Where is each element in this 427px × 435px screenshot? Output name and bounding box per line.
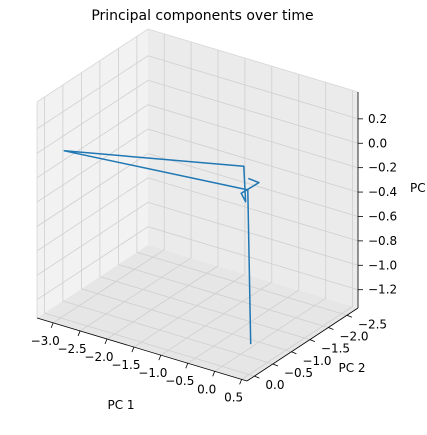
axes-panes: [37, 29, 358, 381]
left-pane: [37, 29, 148, 318]
z-tick-label: −0.4: [368, 185, 397, 199]
y-axis-line: [246, 307, 359, 382]
x-tick-label: 0.5: [224, 390, 243, 404]
y-tick: [328, 327, 334, 330]
y-tick-label: −2.0: [339, 329, 368, 343]
z-tick-label: 0.2: [368, 112, 387, 126]
x-tick: [131, 346, 135, 353]
x-grid-line: [187, 74, 300, 364]
x-tick-label: −2.0: [84, 350, 113, 364]
x-tick-label: −3.0: [31, 334, 60, 348]
y-tick: [291, 351, 297, 355]
z-grid-line: [36, 79, 359, 154]
x-tick-label: −1.5: [111, 358, 140, 372]
z-tick-label: −0.6: [368, 209, 397, 223]
grid-lines: [36, 33, 359, 380]
y-grid-line: [44, 97, 255, 377]
y-grid-line: [99, 60, 311, 340]
x-tick-label: −2.5: [58, 342, 87, 356]
z-grid-line: [36, 153, 359, 227]
series-line: [63, 150, 260, 345]
chart-title: Principal components over time: [91, 8, 314, 24]
z-grid-line: [36, 201, 359, 276]
x-grid-line: [160, 66, 273, 356]
x-tick: [212, 371, 216, 377]
y-grid-line: [62, 85, 274, 365]
x-tick: [104, 338, 108, 345]
y-grid-line: [136, 36, 348, 316]
y-tick-label: −2.5: [358, 317, 387, 331]
x-axis-line: [36, 317, 248, 382]
z-tick-label: −0.2: [368, 161, 397, 175]
z-tick-label: 0.0: [368, 136, 387, 150]
x-grid-line: [133, 58, 246, 348]
x-grid-line: [79, 41, 192, 332]
x-tick: [158, 355, 162, 361]
y-tick-label: −1.5: [321, 342, 350, 356]
x-tick-label: −0.5: [165, 374, 194, 388]
tick-labels: −3.0−2.5−2.0−1.5−1.0−0.50.00.5−2.5−2.0−1…: [31, 112, 398, 405]
x-grid-line: [106, 50, 219, 340]
z-tick-label: −0.8: [368, 234, 397, 248]
axis-lines: [36, 28, 359, 382]
top-edge: [36, 28, 359, 103]
y-tick: [346, 314, 353, 318]
z-tick-label: −1.0: [368, 258, 397, 272]
y-tick: [254, 375, 260, 379]
x-tick: [239, 379, 242, 385]
z-axis-label: PC 3: [410, 181, 427, 195]
y-tick-label: 0.0: [265, 378, 284, 392]
y-axis-label: PC 2: [338, 361, 365, 375]
y-tick: [272, 363, 279, 367]
x-tick-label: −1.0: [138, 366, 167, 380]
y-tick: [309, 339, 316, 343]
x-tick-label: 0.0: [197, 382, 216, 396]
y-tick-label: −1.0: [302, 354, 331, 368]
x-grid-line: [52, 33, 165, 324]
data-series: [63, 150, 260, 345]
x-tick: [185, 363, 189, 369]
y-grid-line: [118, 48, 329, 328]
z-grid-line: [36, 177, 359, 252]
y-tick-label: −0.5: [284, 366, 313, 380]
x-axis-label: PC 1: [107, 398, 134, 412]
x-tick: [77, 330, 81, 337]
x-grid-line: [214, 82, 327, 372]
back-pane: [148, 29, 358, 308]
z-grid-line: [36, 128, 359, 203]
x-grid-line: [241, 90, 354, 380]
floor-pane: [37, 245, 358, 381]
z-tick-label: −1.2: [368, 283, 397, 297]
z-grid-line: [36, 226, 359, 301]
y-grid-line: [81, 72, 292, 353]
z-grid-line: [36, 55, 359, 130]
x-tick: [50, 322, 54, 328]
